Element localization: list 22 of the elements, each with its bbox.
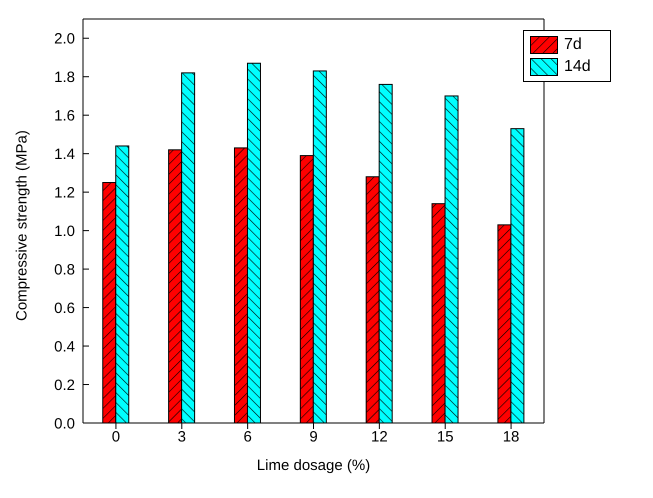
y-tick-label: 1.4 — [54, 146, 75, 163]
y-axis-title: Compressive strength (MPa) — [13, 130, 30, 321]
y-tick-label: 1.6 — [54, 108, 75, 125]
x-tick-label: 6 — [243, 428, 252, 446]
x-tick-label: 12 — [371, 428, 388, 446]
y-tick-label: 1.8 — [54, 69, 75, 86]
x-axis-title: Lime dosage (%) — [256, 457, 370, 474]
x-tick-label: 15 — [436, 428, 454, 446]
x-tick-label: 0 — [112, 428, 120, 446]
y-tick-label: 1.0 — [54, 222, 75, 240]
y-tick-label: 0.8 — [54, 261, 75, 278]
y-tick-label: 0.2 — [54, 376, 75, 394]
y-tick-label: 2.0 — [54, 30, 75, 48]
y-tick-label: 1.2 — [54, 184, 75, 202]
x-tick-label: 9 — [309, 428, 318, 446]
x-tick-label: 18 — [502, 428, 520, 446]
legend-label: 14d — [564, 58, 591, 76]
x-tick-label: 3 — [178, 428, 186, 446]
legend-label: 7d — [564, 36, 582, 54]
y-tick-label: 0.4 — [54, 338, 75, 356]
y-tick-label: 0.0 — [54, 415, 75, 432]
y-tick-label: 0.6 — [54, 300, 75, 317]
